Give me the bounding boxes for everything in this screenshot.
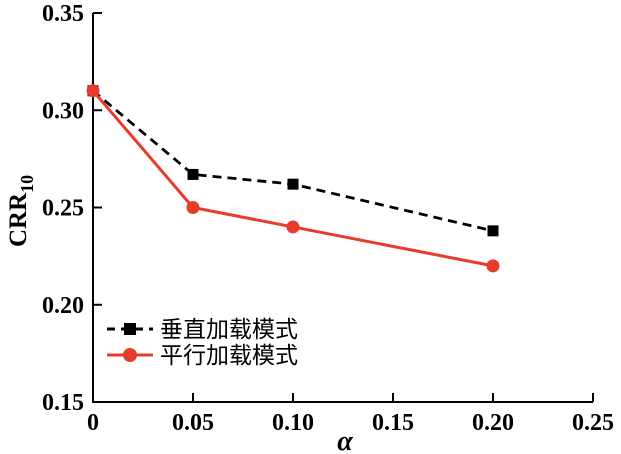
legend-1-marker	[123, 348, 137, 362]
y-axis-title: CRR10	[5, 175, 37, 247]
series-0-marker	[287, 178, 299, 190]
series-1-marker	[186, 201, 200, 214]
y-axis-title-text: CRR	[5, 192, 32, 247]
series-1-marker	[86, 84, 100, 98]
chart-ticks	[92, 12, 594, 403]
series-0-marker	[487, 225, 499, 237]
legend-1-label: 平行加载模式	[160, 343, 298, 368]
series-1-marker	[486, 259, 500, 273]
series-1-line	[91, 89, 494, 268]
y-tick-label: 0.20	[42, 293, 84, 319]
x-tick-label: 0.20	[472, 410, 514, 436]
y-tick-label: 0.25	[42, 196, 84, 222]
y-tick-label: 0.35	[42, 1, 84, 27]
x-tick-label: 0.10	[272, 410, 314, 436]
x-tick-label: 0.05	[172, 410, 214, 436]
series-0-line	[92, 89, 494, 233]
series-1-marker	[286, 220, 300, 234]
y-tick-label: 0.30	[42, 98, 84, 124]
x-tick-label: 0.25	[572, 410, 614, 436]
x-tick-label: 0	[87, 410, 99, 436]
chart-tick-labels: 0.15 0.20 0.25 0.30 0.35 0 0.05 0.10 0.15 0.20 0.2…	[42, 1, 614, 436]
y-tick-label: 0.15	[42, 390, 84, 416]
legend-0-label: 垂直加载模式	[160, 317, 298, 342]
x-axis-title: α	[337, 426, 353, 454]
chart-series	[86, 84, 500, 273]
y-axis-title-subscript: 10	[17, 175, 37, 193]
series-0-marker	[187, 168, 199, 180]
x-tick-label: 0.15	[372, 410, 414, 436]
legend-0-marker	[124, 323, 136, 335]
